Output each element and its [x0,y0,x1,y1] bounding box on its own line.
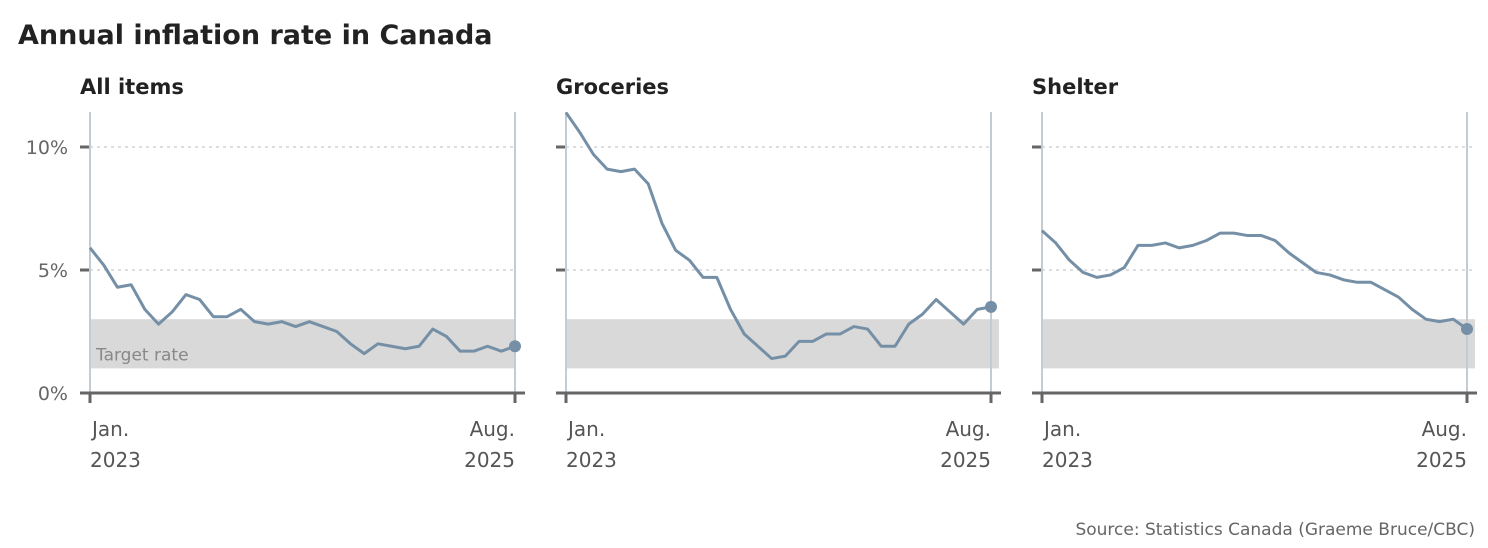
panel-title: All items [80,75,184,99]
series-line-all-items [88,246,516,356]
y-tick-label: 10% [26,137,68,159]
x-tick-label: 2025 [940,448,991,472]
x-tick-label: Aug. [1422,417,1467,441]
y-tick-label: 0% [38,383,68,405]
target-band [1042,319,1475,369]
x-tick-label: Aug. [470,417,515,441]
x-tick-label: Jan. [90,417,129,441]
end-point [509,340,521,353]
y-tick-label: 5% [38,260,68,282]
end-point [1461,323,1473,336]
panel-title: Groceries [556,75,669,99]
x-tick-label: Jan. [1042,417,1081,441]
series-line-shelter [1040,229,1468,331]
x-tick-label: 2023 [90,448,141,472]
target-band [566,319,999,369]
x-tick-label: Aug. [946,417,991,441]
source-note: Source: Statistics Canada (Graeme Bruce/… [1075,520,1475,540]
panel-title: Shelter [1032,75,1119,99]
x-tick-label: Jan. [566,417,605,441]
x-tick-label: 2025 [464,448,515,472]
target-band-label: Target rate [95,345,189,365]
chart-title: Annual inflation rate in Canada [18,20,493,51]
series-line-groceries [564,111,992,361]
target-band [90,319,515,369]
end-point [985,300,997,313]
x-tick-label: 2023 [1042,448,1093,472]
x-tick-label: 2025 [1416,448,1467,472]
x-tick-label: 2023 [566,448,617,472]
